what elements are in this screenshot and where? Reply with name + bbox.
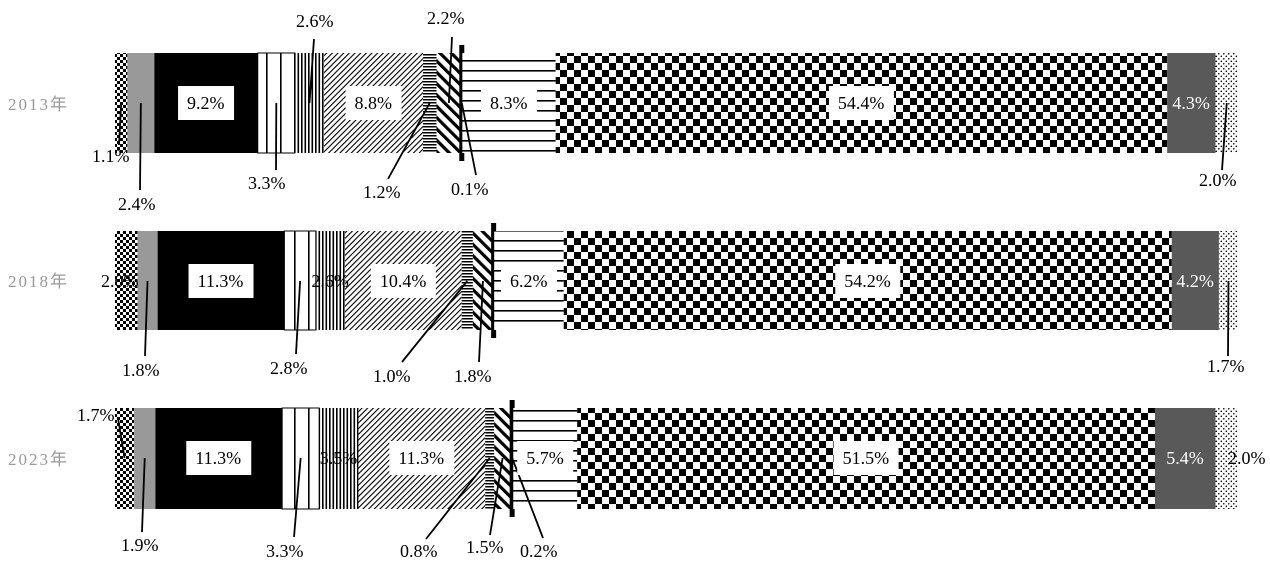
data-label-1-7: 1.8%: [454, 366, 492, 386]
data-label-0-2: 9.2%: [187, 93, 225, 113]
bar-segment-2-4: [319, 408, 359, 509]
year-label-2013: 2013年: [8, 95, 69, 114]
data-label-2-2: 11.3%: [195, 448, 241, 468]
data-label-2-10: 51.5%: [843, 448, 890, 468]
leader-line-2-7: [489, 457, 504, 536]
data-label-0-7: 2.2%: [427, 8, 465, 28]
data-label-2-3: 3.3%: [266, 541, 304, 561]
leader-line-1-7: [478, 280, 484, 363]
data-label-0-3: 3.3%: [248, 173, 286, 193]
data-label-box-1-2: [188, 264, 254, 298]
data-label-1-10: 54.2%: [844, 271, 891, 291]
data-label-1-3: 2.8%: [270, 358, 308, 378]
data-label-0-8: 0.1%: [451, 179, 489, 199]
year-label-2018: 2018年: [8, 272, 69, 291]
data-label-1-12: 1.7%: [1207, 356, 1245, 376]
data-label-1-2: 11.3%: [198, 271, 244, 291]
data-labels: 1.1% 2.4% 9.2% 3.3% 2.6% 8.8% 1.2% 2.2% 0.1% 8.3%…: [77, 8, 1266, 561]
bar-segment-1-11: [1171, 231, 1219, 330]
bar-segment-1-6: [461, 231, 473, 330]
data-label-2-4: 3.5%: [320, 448, 358, 468]
bar-segment-1-8: [491, 223, 497, 338]
bar-segment-2-0: [115, 408, 135, 509]
leader-line-0-12: [1221, 102, 1228, 171]
data-label-1-1: 1.8%: [122, 360, 160, 380]
data-label-box-0-10: [828, 86, 894, 120]
year-label-2023: 2023年: [8, 450, 69, 469]
bars: [115, 45, 1238, 517]
data-label-box-1-5: [370, 264, 436, 298]
leader-line-2-6: [425, 457, 491, 540]
leader-line-2-0: [117, 417, 126, 459]
data-label-box-0-9: [481, 86, 538, 120]
data-label-0-4: 2.6%: [296, 11, 334, 31]
data-label-0-12: 2.0%: [1199, 170, 1237, 190]
bar-segment-1-12: [1218, 231, 1238, 330]
data-label-box-2-10: [833, 441, 899, 475]
leader-line-2-3: [293, 457, 302, 538]
data-label-box-0-2: [178, 86, 235, 120]
data-label-0-6: 1.2%: [363, 182, 401, 202]
data-label-0-0: 1.1%: [92, 146, 130, 166]
data-label-1-9: 6.2%: [510, 271, 547, 291]
data-label-1-6: 1.0%: [373, 366, 411, 386]
data-label-box-1-9: [500, 264, 557, 298]
data-label-2-6: 0.8%: [400, 541, 438, 561]
leader-line-0-8: [460, 102, 477, 176]
data-label-1-0: 2.0%: [101, 271, 139, 291]
bar-segment-1-4: [315, 231, 345, 330]
data-label-box-2-9: [517, 441, 574, 475]
data-label-box-2-2: [186, 441, 252, 475]
data-label-box-1-10: [835, 264, 901, 298]
leader-line-1-3: [295, 280, 302, 355]
data-label-2-9: 5.7%: [526, 448, 564, 468]
leader-line-0-6: [387, 102, 431, 180]
data-label-1-5: 10.4%: [380, 271, 427, 291]
data-label-box-0-5: [345, 86, 402, 120]
leader-line-1-1: [144, 280, 149, 357]
data-label-0-9: 8.3%: [490, 93, 528, 113]
data-label-2-8: 0.2%: [520, 541, 558, 561]
leader-line-2-1: [141, 457, 146, 533]
leader-line-0-7: [447, 36, 453, 104]
bar-segment-outline-1-3: [283, 230, 317, 331]
bar-segment-2-11: [1154, 408, 1216, 509]
data-label-2-0: 1.7%: [77, 405, 115, 425]
data-label-1-11: 4.2%: [1176, 271, 1214, 291]
data-label-1-4: 2.6%: [311, 271, 349, 291]
bar-segment-2-12: [1215, 408, 1238, 509]
data-label-2-5: 11.3%: [398, 448, 444, 468]
data-label-0-1: 2.4%: [118, 194, 156, 214]
data-label-0-5: 8.8%: [355, 93, 393, 113]
bar-segment-1-7: [472, 231, 494, 330]
bar-segment-1-3: [284, 231, 316, 330]
data-label-2-7: 1.5%: [466, 537, 504, 557]
bar-segment-1-0: [115, 231, 138, 330]
data-label-2-1: 1.9%: [121, 535, 159, 555]
leader-line-1-6: [401, 280, 468, 363]
data-label-2-11: 5.4%: [1166, 448, 1204, 468]
year-labels: 2013年 2018年 2023年: [8, 95, 69, 469]
leader-line-0-0: [118, 102, 123, 146]
leader-line-0-4: [308, 38, 315, 104]
data-label-0-11: 4.3%: [1172, 93, 1210, 113]
data-label-2-12: 2.0%: [1228, 448, 1266, 468]
bar-segment-0-0: [115, 53, 128, 153]
bar-segment-1-1: [137, 231, 158, 330]
data-label-0-10: 54.4%: [838, 93, 885, 113]
leader-line-0-1: [139, 102, 142, 191]
bar-segment-0-11: [1167, 53, 1216, 153]
data-label-box-2-5: [389, 441, 455, 475]
bar-segment-0-6: [423, 53, 437, 153]
